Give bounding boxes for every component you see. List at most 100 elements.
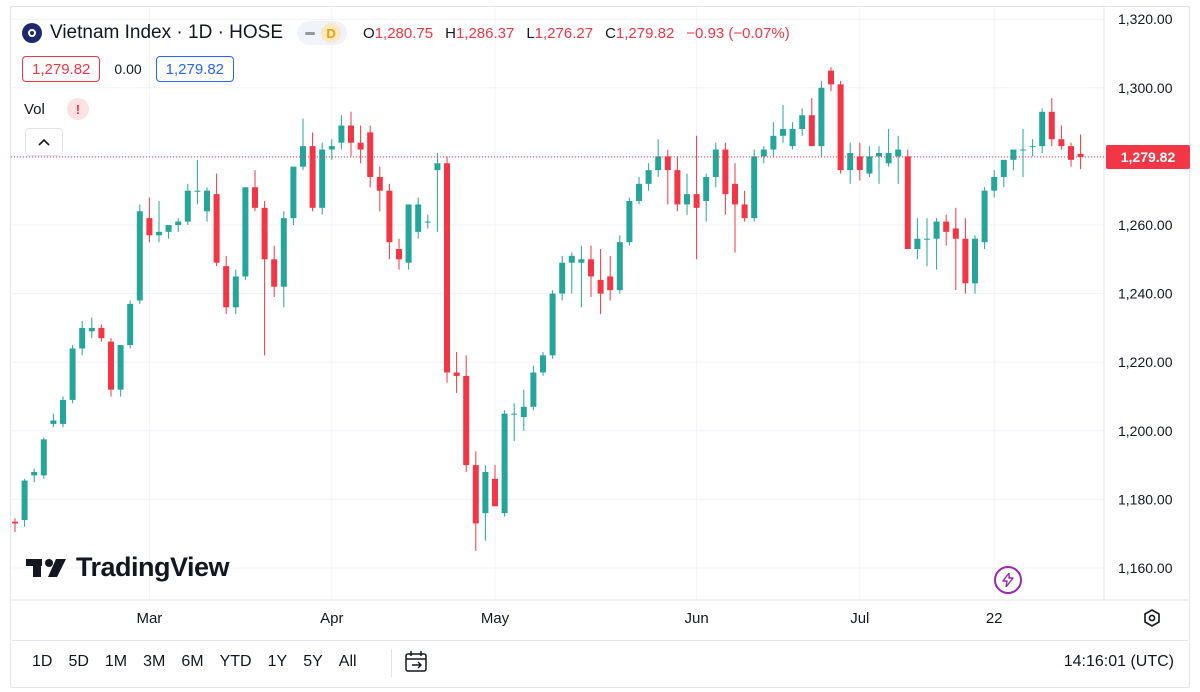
y-tick-label: 1,200.00 <box>1118 423 1173 439</box>
candle-body-up <box>636 183 642 201</box>
volume-label[interactable]: Vol <box>24 100 45 118</box>
candle-body-up <box>549 293 556 356</box>
range-1m[interactable]: 1M <box>104 653 128 670</box>
candle-body-up <box>60 399 66 424</box>
ohlc-values: O1,280.75 H1,286.37 L1,276.27 C1,279.82 … <box>363 25 790 42</box>
open-label: O <box>363 24 375 42</box>
candle-body-up <box>319 149 326 208</box>
candle-body-down <box>808 115 815 147</box>
candle-body-up <box>21 480 28 520</box>
candle-body-up <box>895 149 902 157</box>
candle-body-up <box>789 128 796 147</box>
candle-body-up <box>300 146 306 167</box>
candle-body-down <box>261 207 268 260</box>
candle-body-up <box>1039 111 1046 147</box>
candle-body-down <box>223 266 230 308</box>
candle-body-down <box>607 276 614 291</box>
tradingview-logo[interactable]: TradingView <box>26 552 230 583</box>
date-range-selector: 1D 5D 1M 3M 6M YTD 1Y 5Y All <box>32 653 373 671</box>
range-3m[interactable]: 3M <box>143 653 166 670</box>
x-tick-label: Jun <box>685 610 709 627</box>
candle-body-down <box>597 279 604 294</box>
candle-body-up <box>751 156 758 219</box>
candle-body-up <box>626 200 633 243</box>
bottom-toolbar: 1D 5D 1M 3M 6M YTD 1Y 5Y All 14:16:01 (U… <box>12 640 1188 685</box>
symbol-logo-icon <box>22 23 42 43</box>
candle-body-up <box>933 221 940 239</box>
candle-body-up <box>69 348 76 400</box>
candle-body-up <box>501 413 508 514</box>
candle-body-up <box>31 471 38 476</box>
calendar-range-icon <box>405 651 427 672</box>
candle-body-up <box>655 156 662 171</box>
events-bolt-button[interactable] <box>994 566 1022 594</box>
candle-body-up <box>88 327 95 332</box>
low-value: 1,276.27 <box>534 24 594 42</box>
sell-price-button[interactable]: 1,279.82 <box>22 56 101 82</box>
candle-body-up <box>136 211 143 301</box>
x-tick-label: Apr <box>320 610 343 627</box>
trade-row: 1,279.82 0.00 1,279.82 <box>22 56 235 82</box>
candle-body-down <box>146 218 153 236</box>
candle-body-up <box>780 128 786 136</box>
candle-body-up <box>530 372 537 407</box>
x-tick-label: 22 <box>986 610 1003 627</box>
range-5y[interactable]: 5Y <box>303 653 323 670</box>
candle-body-up <box>232 276 239 308</box>
candle-body-up <box>924 238 930 240</box>
candle-body-up <box>540 355 546 373</box>
candle-body-down <box>98 327 105 339</box>
high-label: H <box>445 24 456 42</box>
candle-body-up <box>204 190 210 212</box>
market-status-pill[interactable]: D <box>297 21 348 45</box>
last-price-badge <box>1106 145 1190 170</box>
y-tick-label: 1,320.00 <box>1118 11 1173 27</box>
candle-body-up <box>818 87 825 147</box>
candle-body-down <box>396 249 402 260</box>
warning-icon[interactable]: ! <box>66 98 89 120</box>
range-5d[interactable]: 5D <box>68 653 89 670</box>
candle-body-up <box>127 303 134 346</box>
candle-body-up <box>424 221 431 223</box>
tradingview-wordmark: TradingView <box>76 552 230 582</box>
candle-body-up <box>981 190 988 243</box>
candle-body-down <box>444 163 450 373</box>
candle-body-up <box>175 221 182 225</box>
candle-body-up <box>799 115 806 129</box>
low-label: L <box>526 24 535 42</box>
candle-body-up <box>712 149 719 177</box>
candle-body-up <box>559 262 566 294</box>
candle-body-down <box>357 142 364 150</box>
candle-body-down <box>1077 153 1084 158</box>
go-to-date-button[interactable] <box>404 650 430 679</box>
range-6m[interactable]: 6M <box>181 653 204 670</box>
candle-body-up <box>280 218 287 287</box>
candle-body-down <box>674 170 681 205</box>
candle-body-down <box>1068 146 1074 160</box>
candle-body-down <box>664 156 671 171</box>
candle-body-up <box>79 327 86 349</box>
buy-price-button[interactable]: 1,279.82 <box>155 56 235 82</box>
chevron-up-icon <box>38 138 50 146</box>
range-ytd[interactable]: YTD <box>219 653 252 670</box>
candle-body-up <box>50 420 57 424</box>
utc-clock[interactable]: 14:16:01 (UTC) <box>1063 653 1174 670</box>
range-1d[interactable]: 1D <box>32 653 53 670</box>
candle-body-up <box>328 146 335 150</box>
y-tick-label: 1,300.00 <box>1118 80 1173 96</box>
chart-settings-button[interactable] <box>1140 606 1164 630</box>
close-label: C <box>605 24 616 42</box>
collapse-legend-button[interactable] <box>25 128 63 156</box>
candle-body-down <box>952 228 959 239</box>
candle-body-up <box>760 149 767 157</box>
candle-body-up <box>434 163 441 171</box>
lightning-icon <box>1002 573 1014 587</box>
candle-body-down <box>588 259 594 277</box>
range-all[interactable]: All <box>338 653 357 670</box>
candle-body-down <box>271 259 278 287</box>
range-1y[interactable]: 1Y <box>267 653 288 670</box>
symbol-title[interactable]: Vietnam Index · 1D · HOSE <box>50 22 284 43</box>
candle-body-up <box>156 231 162 236</box>
candle-body-down <box>252 187 258 208</box>
